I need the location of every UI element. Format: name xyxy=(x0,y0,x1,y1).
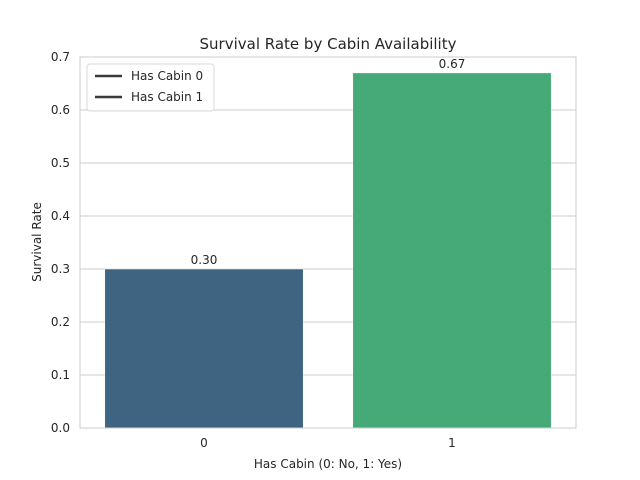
legend-entry: Has Cabin 0 xyxy=(131,69,203,83)
y-tick-label: 0.0 xyxy=(51,421,70,435)
bars xyxy=(104,72,552,429)
bar-0 xyxy=(104,268,304,429)
bar-1 xyxy=(352,72,552,429)
y-tick-label: 0.3 xyxy=(51,262,70,276)
y-tick-label: 0.5 xyxy=(51,156,70,170)
data-label: 0.67 xyxy=(439,57,466,71)
y-tick-label: 0.4 xyxy=(51,209,70,223)
plot-frame xyxy=(79,56,577,429)
x-tick-label: 1 xyxy=(448,436,456,450)
y-axis-ticks: 0.0 0.1 0.2 0.3 0.4 0.5 0.6 0.7 xyxy=(51,50,70,435)
y-tick-label: 0.6 xyxy=(51,103,70,117)
y-tick-label: 0.1 xyxy=(51,368,70,382)
y-tick-label: 0.2 xyxy=(51,315,70,329)
data-labels: 0.30 0.67 xyxy=(191,57,466,267)
y-axis-label: Survival Rate xyxy=(30,202,44,282)
y-tick-label: 0.7 xyxy=(51,50,70,64)
legend: Has Cabin 0 Has Cabin 1 xyxy=(86,63,215,112)
chart-title: Survival Rate by Cabin Availability xyxy=(200,35,457,53)
x-axis-label: Has Cabin (0: No, 1: Yes) xyxy=(254,457,402,471)
legend-entry: Has Cabin 1 xyxy=(131,90,203,104)
x-tick-label: 0 xyxy=(200,436,208,450)
data-label: 0.30 xyxy=(191,253,218,267)
